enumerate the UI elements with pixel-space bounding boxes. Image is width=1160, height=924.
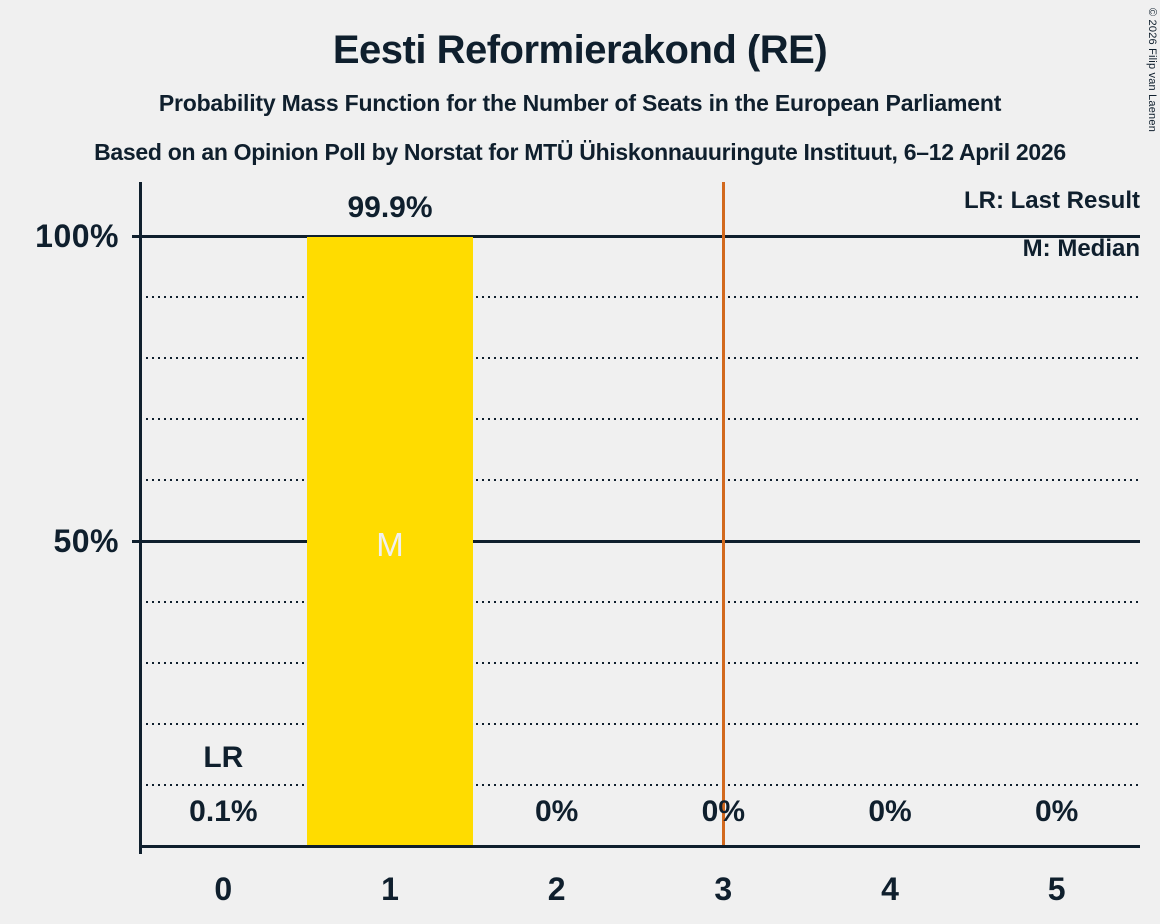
gridline-80pct: [140, 357, 1140, 359]
x-tick-label-3: 3: [714, 871, 733, 907]
value-label-seats-1: 99.9%: [347, 190, 433, 224]
gridline-10pct: [140, 784, 1140, 786]
axis-tick-50pct: [132, 540, 140, 543]
value-label-seats-0: 0.1%: [189, 795, 258, 828]
y-tick-label-100: 100%: [35, 218, 119, 254]
copyright-note: © 2026 Filip van Laenen: [1146, 8, 1158, 133]
axis-tick-100pct: [132, 235, 140, 238]
x-tick-label-4: 4: [881, 871, 899, 907]
chart-source-line: Based on an Opinion Poll by Norstat for …: [94, 139, 1066, 165]
x-tick-label-2: 2: [547, 871, 566, 907]
legend-median: M: Median: [1022, 235, 1140, 262]
gridline-30pct: [140, 662, 1140, 664]
last-result-threshold-line: [721, 182, 725, 846]
value-label-seats-3: 0%: [701, 795, 746, 828]
gridline-40pct: [140, 601, 1140, 603]
legend-last-result: LR: Last Result: [963, 187, 1140, 214]
plot-area: 0.1% 99.9% 0% 0% 0% 0% LR M: [132, 182, 1140, 854]
value-label-seats-2: 0%: [534, 795, 579, 828]
x-tick-label-5: 5: [1047, 871, 1066, 907]
gridline-100pct: [140, 235, 1140, 238]
gridline-50pct: [140, 540, 1140, 543]
value-label-seats-5: 0%: [1034, 795, 1079, 828]
x-tick-label-0: 0: [214, 871, 233, 907]
y-axis-line: [138, 182, 142, 854]
value-label-seats-4: 0%: [868, 795, 912, 828]
bar-seats-1: [306, 236, 474, 846]
chart-subtitle: Probability Mass Function for the Number…: [158, 90, 1002, 116]
gridline-90pct: [140, 296, 1140, 298]
median-marker: M: [376, 526, 404, 563]
x-axis-line: [138, 844, 1140, 848]
gridline-60pct: [140, 479, 1140, 481]
y-tick-label-50: 50%: [53, 523, 119, 559]
last-result-marker: LR: [203, 741, 244, 774]
gridline-20pct: [140, 723, 1140, 725]
x-tick-label-1: 1: [381, 871, 399, 907]
gridline-70pct: [140, 418, 1140, 420]
chart-title: Eesti Reformierakond (RE): [332, 28, 828, 72]
